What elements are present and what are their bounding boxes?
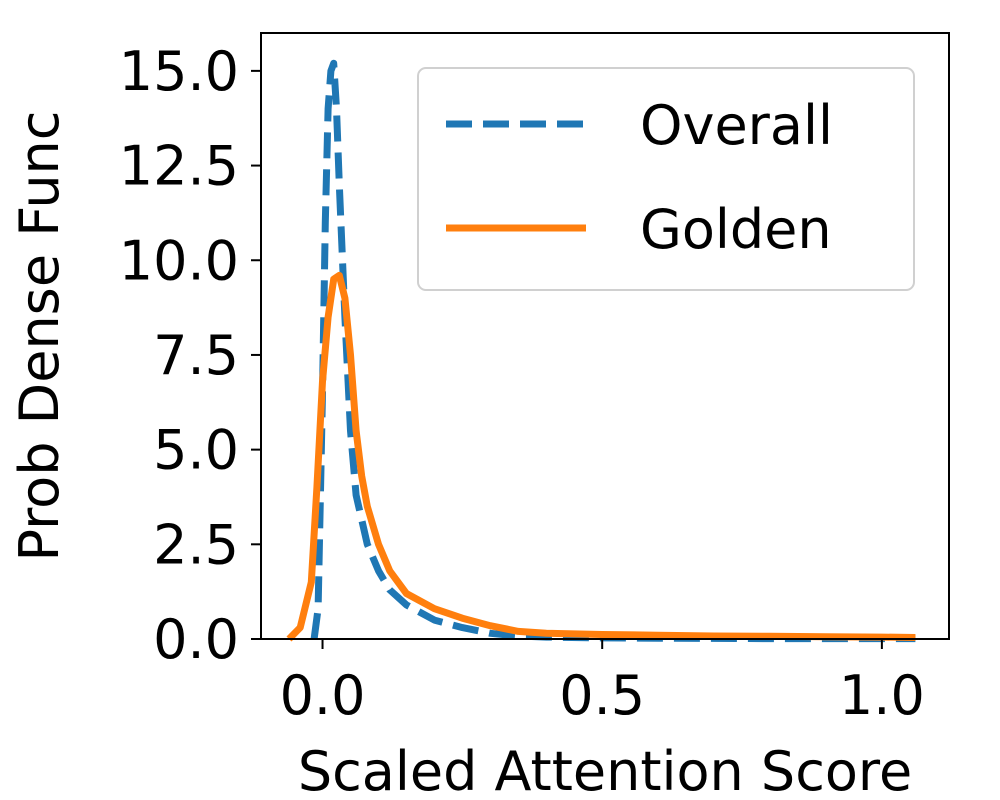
y-tick-label: 10.0: [119, 229, 239, 292]
y-tick-label: 7.5: [153, 324, 239, 387]
y-tick-label: 2.5: [153, 513, 239, 576]
plot-frame: [260, 32, 950, 640]
y-tick-label: 12.5: [119, 135, 239, 198]
y-tick-label: 0.0: [153, 608, 239, 671]
x-tick-label: 1.0: [839, 664, 925, 727]
legend-label-golden: Golden: [640, 198, 832, 261]
x-tick-label: 0.0: [280, 664, 366, 727]
y-axis: 0.0 2.5 5.0 7.5 10.0 12.5 15.0: [119, 40, 261, 671]
legend: Overall Golden: [417, 67, 915, 291]
x-axis: 0.0 0.5 1.0: [280, 639, 925, 727]
series-layer: [286, 59, 916, 643]
legend-label-overall: Overall: [640, 94, 833, 157]
x-axis-title: Scaled Attention Score: [298, 740, 912, 800]
y-axis-title: Prob Dense Func: [8, 111, 71, 562]
x-tick-label: 0.5: [559, 664, 645, 727]
series-line-overall: [310, 59, 916, 643]
series-line-golden: [286, 271, 916, 642]
y-tick-label: 15.0: [119, 40, 239, 103]
y-tick-label: 5.0: [153, 419, 239, 482]
